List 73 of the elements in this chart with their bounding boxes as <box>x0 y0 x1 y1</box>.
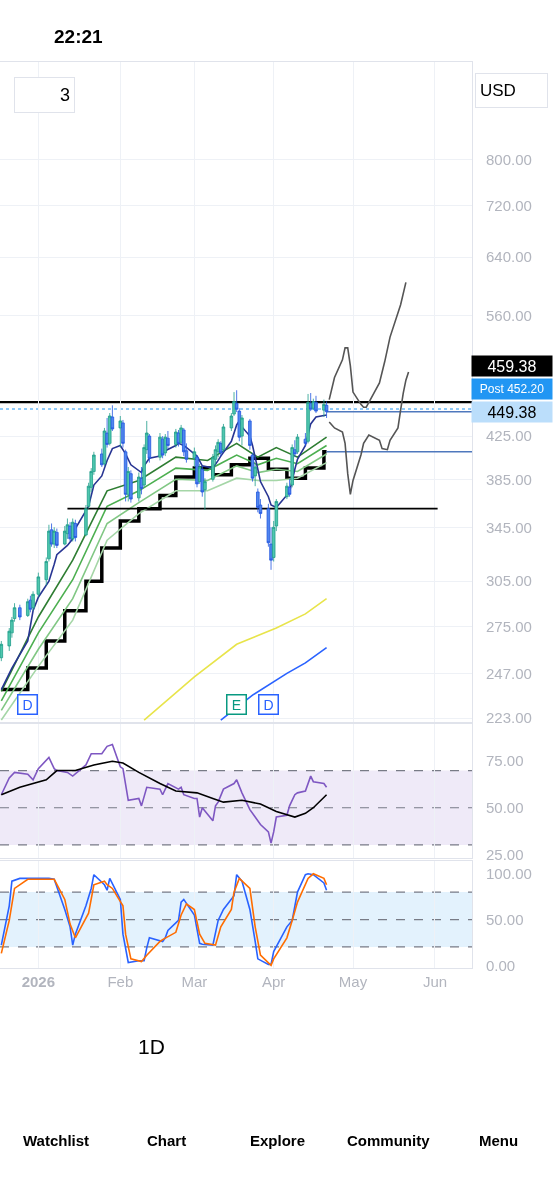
candlestick <box>203 477 207 511</box>
candlestick <box>52 526 56 549</box>
line-series <box>0 743 328 844</box>
x-tick-label: Jun <box>422 973 448 990</box>
y-tick-label: 720.00 <box>486 196 532 214</box>
annotation: D <box>22 696 33 713</box>
candlestick <box>68 521 72 542</box>
x-tick-label: May <box>338 973 368 990</box>
candlestick <box>105 417 109 448</box>
line-series <box>328 281 407 409</box>
candlestick <box>108 412 112 446</box>
x-tick-label: 2026 <box>21 973 56 990</box>
y-tick-label: 560.00 <box>486 306 532 324</box>
candlestick <box>295 433 300 455</box>
y-tick-label: 385.00 <box>486 470 532 488</box>
candlestick <box>248 418 252 451</box>
y-tick-label: 640.00 <box>486 248 532 266</box>
candlestick <box>303 432 308 447</box>
candlestick <box>322 399 326 418</box>
ref-line-label: 459.38 <box>487 357 537 375</box>
candlestick <box>28 595 33 613</box>
text: Chart <box>147 1132 187 1149</box>
x-tick-label: Apr <box>262 973 286 990</box>
annotation: D <box>263 696 274 713</box>
candlestick <box>110 404 115 432</box>
text: Menu <box>479 1132 519 1149</box>
candlestick <box>250 452 255 482</box>
text: 22:21 <box>54 26 104 47</box>
y-tick-label: 247.00 <box>486 664 532 682</box>
candlestick <box>285 482 289 500</box>
y-tick-label: 275.00 <box>486 617 532 635</box>
candlestick <box>166 430 170 450</box>
y-tick-label: 50.00 <box>486 910 524 928</box>
text: Watchlist <box>23 1132 90 1149</box>
text: 1D <box>138 1035 165 1058</box>
candlestick <box>253 463 257 487</box>
y-tick-label: 0.00 <box>486 956 516 974</box>
annotation: E <box>231 696 242 713</box>
line-series <box>143 597 328 721</box>
y-tick-label: 100.00 <box>486 865 532 883</box>
candlestick <box>192 447 197 468</box>
y-tick-label: 425.00 <box>486 427 532 445</box>
y-tick-label: 25.00 <box>486 845 524 863</box>
candlestick <box>290 444 294 488</box>
candlestick <box>293 439 297 458</box>
text: USD <box>480 81 516 100</box>
candlestick <box>121 419 125 448</box>
text: Explore <box>250 1132 306 1149</box>
y-tick-label: 800.00 <box>486 150 532 168</box>
candlestick <box>324 401 329 419</box>
annotation: 3 <box>59 85 70 105</box>
candlestick <box>55 528 59 549</box>
candlestick <box>147 433 152 464</box>
y-tick-label: 345.00 <box>486 518 532 536</box>
candlestick <box>129 469 133 504</box>
candlestick <box>126 466 130 502</box>
y-tick-label: 223.00 <box>486 709 532 727</box>
y-tick-label: 305.00 <box>486 572 532 590</box>
y-tick-label: 50.00 <box>486 799 524 816</box>
ref-line-label: Post 452.20 <box>479 382 545 396</box>
candlestick <box>240 414 244 446</box>
candlestick <box>0 640 4 662</box>
x-tick-label: Mar <box>181 973 208 990</box>
text: Community <box>347 1132 431 1149</box>
candlestick <box>118 415 123 448</box>
candlestick <box>139 466 144 495</box>
y-tick-label: 75.00 <box>486 752 524 770</box>
x-tick-label: Feb <box>107 973 134 990</box>
candlestick <box>18 604 22 621</box>
data-label: 449.38 <box>487 403 537 421</box>
line-series <box>328 371 410 496</box>
line-series <box>220 646 328 721</box>
line-series <box>0 760 328 818</box>
